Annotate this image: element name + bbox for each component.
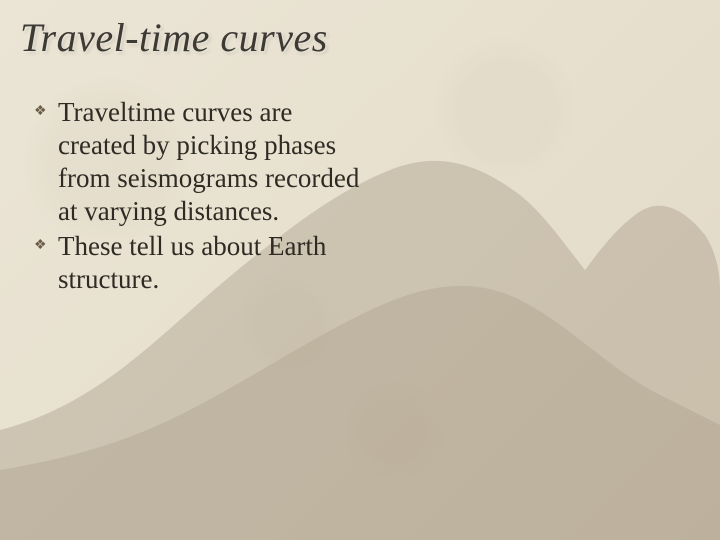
- diamond-bullet-icon: ❖: [34, 105, 52, 119]
- bullet-text: Traveltime curves are created by picking…: [58, 96, 374, 228]
- mountain-path-front: [0, 286, 720, 540]
- bullet-list: ❖ Traveltime curves are created by picki…: [34, 96, 374, 298]
- slide-title: Travel-time curves: [20, 14, 328, 61]
- slide: Travel-time curves ❖ Traveltime curves a…: [0, 0, 720, 540]
- diamond-bullet-icon: ❖: [34, 239, 52, 253]
- bullet-text: These tell us about Earth structure.: [58, 230, 374, 296]
- list-item: ❖ These tell us about Earth structure.: [34, 230, 374, 296]
- list-item: ❖ Traveltime curves are created by picki…: [34, 96, 374, 228]
